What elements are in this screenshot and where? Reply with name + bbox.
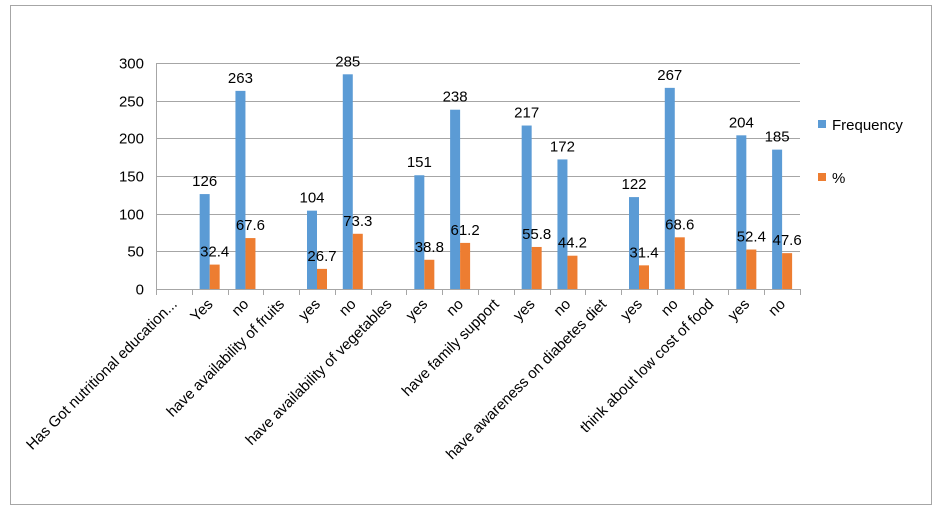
percent-data-label: 26.7 xyxy=(307,248,336,265)
y-tick-label: 100 xyxy=(119,207,144,224)
percent-bar xyxy=(460,242,471,289)
frequency-data-label: 185 xyxy=(765,129,790,146)
frequency-data-label: 263 xyxy=(228,70,253,87)
percent-bar xyxy=(424,259,435,289)
percent-bar xyxy=(245,238,256,289)
percent-data-label: 32.4 xyxy=(200,244,229,261)
frequency-data-label: 238 xyxy=(443,89,468,106)
frequency-data-label: 122 xyxy=(621,176,646,193)
frequency-bar xyxy=(772,149,783,289)
percent-bar xyxy=(639,265,649,289)
percent-data-label: 44.2 xyxy=(558,235,587,252)
percent-bar xyxy=(531,246,542,289)
frequency-data-label: 285 xyxy=(335,53,360,70)
frequency-bar xyxy=(307,210,317,289)
frequency-data-label: 126 xyxy=(192,173,217,190)
percent-data-label: 38.8 xyxy=(415,239,444,256)
percent-data-label: 67.6 xyxy=(236,217,265,234)
percent-data-label: 73.3 xyxy=(343,213,372,230)
y-tick-label: 250 xyxy=(119,94,144,111)
legend-swatch xyxy=(818,120,826,128)
frequency-data-label: 204 xyxy=(729,114,754,131)
y-tick-label: 300 xyxy=(119,56,144,73)
legend-label: % xyxy=(832,170,845,187)
frequency-bar xyxy=(235,90,246,289)
frequency-bar xyxy=(664,87,675,289)
percent-bar xyxy=(352,233,363,289)
percent-bar xyxy=(317,268,327,289)
percent-data-label: 52.4 xyxy=(737,229,766,246)
frequency-bar xyxy=(629,197,639,289)
frequency-data-label: 172 xyxy=(550,138,575,155)
legend-label: Frequency xyxy=(832,117,903,134)
y-tick-label: 50 xyxy=(127,244,144,261)
frequency-bar xyxy=(521,125,532,289)
frequency-data-label: 267 xyxy=(657,67,682,84)
frequency-data-label: 217 xyxy=(514,105,539,122)
y-tick-label: 0 xyxy=(136,282,144,299)
frequency-bar xyxy=(199,194,210,289)
percent-data-label: 31.4 xyxy=(629,244,658,261)
frequency-bar xyxy=(414,175,425,289)
percent-data-label: 47.6 xyxy=(773,232,802,249)
frequency-bar xyxy=(557,159,568,289)
legend-swatch xyxy=(818,173,826,181)
percent-bar xyxy=(209,264,220,289)
frequency-data-label: 151 xyxy=(407,154,432,171)
percent-bar xyxy=(746,249,757,289)
frequency-bar xyxy=(736,135,747,289)
frequency-bar xyxy=(342,74,353,289)
percent-bar xyxy=(782,253,793,289)
percent-bar xyxy=(674,237,685,289)
percent-data-label: 61.2 xyxy=(451,222,480,239)
frequency-data-label: 104 xyxy=(299,190,324,207)
percent-bar xyxy=(567,255,578,289)
y-tick-label: 150 xyxy=(119,169,144,186)
y-tick-label: 200 xyxy=(119,131,144,148)
percent-data-label: 55.8 xyxy=(522,226,551,243)
percent-data-label: 68.6 xyxy=(665,216,694,233)
frequency-bar xyxy=(450,109,461,289)
